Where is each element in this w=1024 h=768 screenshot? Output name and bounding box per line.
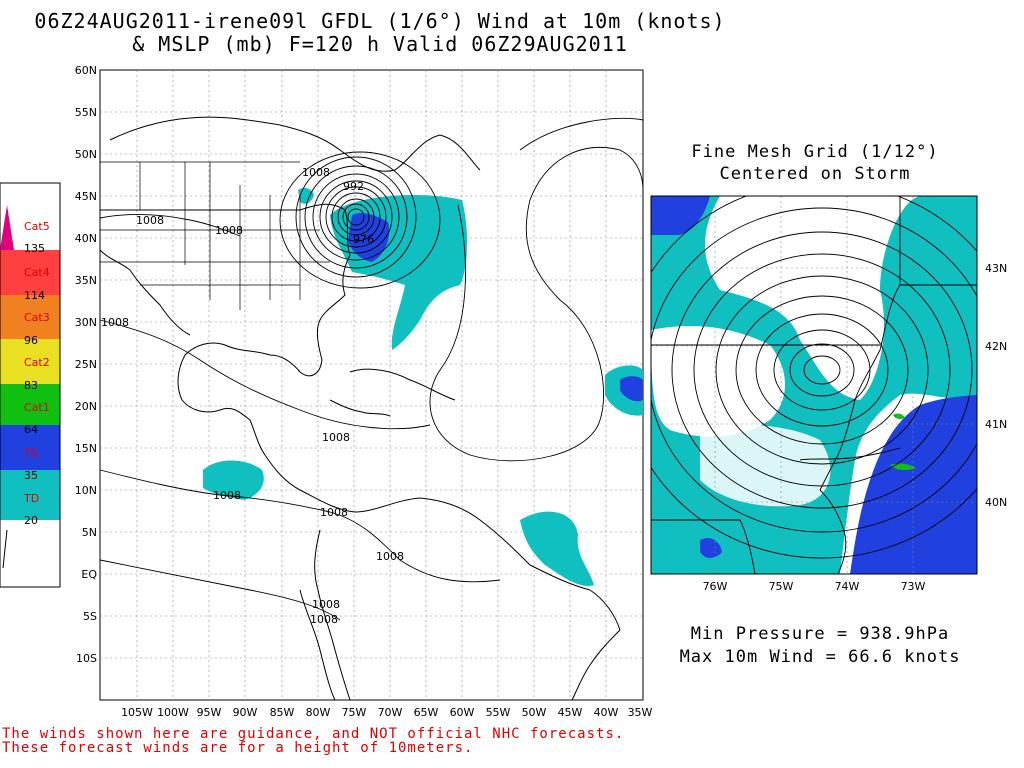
lat-label: 5N	[82, 526, 97, 539]
inset-lat-label: 41N	[985, 418, 1007, 431]
legend-swatch-cat4	[0, 250, 60, 295]
contour-label: 1008	[312, 598, 340, 611]
lat-label: EQ	[81, 568, 97, 581]
lat-label: 20N	[75, 400, 97, 413]
contour-label: 1008	[322, 431, 350, 444]
legend-cat-name: Cat1	[24, 401, 50, 414]
lon-label: 50W	[522, 706, 547, 719]
contour-label: 1008	[215, 224, 243, 237]
legend-cat-value: 64	[24, 423, 38, 436]
lon-label: 100W	[157, 706, 189, 719]
lat-label: 5S	[83, 610, 97, 623]
wind-shading	[203, 187, 643, 586]
title-line-1: 06Z24AUG2011-irene09l GFDL (1/6°) Wind a…	[34, 9, 726, 33]
legend-cat-value: 114	[24, 289, 45, 302]
inset-lon-label: 76W	[703, 580, 728, 593]
title-line-2: & MSLP (mb) F=120 h Valid 06Z29AUG2011	[132, 32, 628, 56]
lat-label: 10N	[75, 484, 97, 497]
contour-label: 1008	[310, 613, 338, 626]
inset-title-line-1: Fine Mesh Grid (1/12°)	[691, 142, 939, 162]
legend-swatch-td	[0, 470, 60, 520]
inset-title-line-2: Centered on Storm	[719, 164, 911, 184]
wind-legend: Cat5 135 Cat4 114 Cat3 96 Cat2 83 Cat1 6…	[0, 182, 61, 588]
legend-cat-name: Cat3	[24, 311, 50, 324]
lat-label: 30N	[75, 316, 97, 329]
legend-cat-name: TS	[23, 447, 38, 460]
inset-lat-label: 42N	[985, 340, 1007, 353]
inset-lon-label: 75W	[769, 580, 794, 593]
contour-label: 1008	[136, 214, 164, 227]
inset-lat-labels: 43N 42N 41N 40N	[985, 262, 1007, 509]
lon-label: 105W	[121, 706, 153, 719]
political-borders	[100, 161, 330, 310]
legend-swatch-cat3	[0, 295, 60, 339]
main-lon-labels: 105W 100W 95W 90W 85W 80W 75W 70W 65W 60…	[121, 706, 652, 719]
lon-label: 95W	[197, 706, 222, 719]
contour-label: 1008	[376, 550, 404, 563]
contour-label: 992	[343, 180, 364, 193]
lon-label: 45W	[558, 706, 583, 719]
contour-label: 1008	[213, 489, 241, 502]
disclaimer-line-2: These forecast winds are for a height of…	[2, 740, 474, 756]
lat-label: 60N	[75, 64, 97, 77]
legend-swatch-cat2	[0, 339, 60, 384]
legend-cat-name: Cat5	[24, 220, 50, 233]
legend-swatch-cat1	[0, 384, 60, 425]
lon-label: 90W	[233, 706, 258, 719]
lat-label: 15N	[75, 442, 97, 455]
lon-label: 40W	[594, 706, 619, 719]
legend-cat-value: 96	[24, 334, 38, 347]
lon-label: 35W	[628, 706, 653, 719]
inset-lon-label: 73W	[901, 580, 926, 593]
coastlines	[99, 116, 621, 701]
legend-cat-name: TD	[23, 492, 39, 505]
contour-label: 1008	[320, 506, 348, 519]
legend-cat-name: Cat4	[24, 266, 50, 279]
legend-swatch-ts	[0, 425, 60, 470]
legend-cat-value: 83	[24, 379, 38, 392]
main-lat-labels: 60N 55N 50N 45N 40N 35N 30N 25N 20N 15N …	[75, 64, 98, 665]
lon-label: 65W	[414, 706, 439, 719]
lat-label: 25N	[75, 358, 97, 371]
contour-label: 1008	[101, 316, 129, 329]
lat-label: 10S	[76, 652, 97, 665]
contour-label: 1008	[302, 166, 330, 179]
inset-lat-label: 43N	[985, 262, 1007, 275]
legend-cat-name: Cat2	[24, 356, 50, 369]
main-map-frame	[99, 69, 644, 701]
legend-cat-value: 20	[24, 514, 38, 527]
lon-label: 70W	[378, 706, 403, 719]
lat-label: 35N	[75, 274, 97, 287]
lon-label: 55W	[486, 706, 511, 719]
max-wind-stat: Max 10m Wind = 66.6 knots	[679, 647, 961, 667]
isobars	[99, 117, 644, 621]
main-map: 1008 1008 1008 1008 1008 1008 1008 1008 …	[75, 64, 653, 719]
inset-lon-label: 74W	[835, 580, 860, 593]
lat-label: 45N	[75, 190, 97, 203]
lon-label: 60W	[450, 706, 475, 719]
min-pressure-stat: Min Pressure = 938.9hPa	[690, 624, 950, 644]
lat-label: 50N	[75, 148, 97, 161]
contour-label: 976	[353, 233, 374, 246]
contour-labels: 1008 1008 1008 1008 1008 1008 1008 1008 …	[101, 166, 404, 626]
inset-lon-labels: 76W 75W 74W 73W	[703, 580, 926, 593]
inset-map: 43N 42N 41N 40N 76W 75W 74W 73W	[650, 195, 1007, 593]
lon-label: 85W	[270, 706, 295, 719]
disclaimer-line-1: The winds shown here are guidance, and N…	[2, 726, 625, 742]
lat-label: 40N	[75, 232, 97, 245]
legend-cat-value: 135	[24, 242, 45, 255]
lat-label: 55N	[75, 106, 97, 119]
legend-cat-value: 35	[24, 469, 38, 482]
lon-label: 75W	[342, 706, 367, 719]
inset-lat-label: 40N	[985, 496, 1007, 509]
lon-label: 80W	[306, 706, 331, 719]
